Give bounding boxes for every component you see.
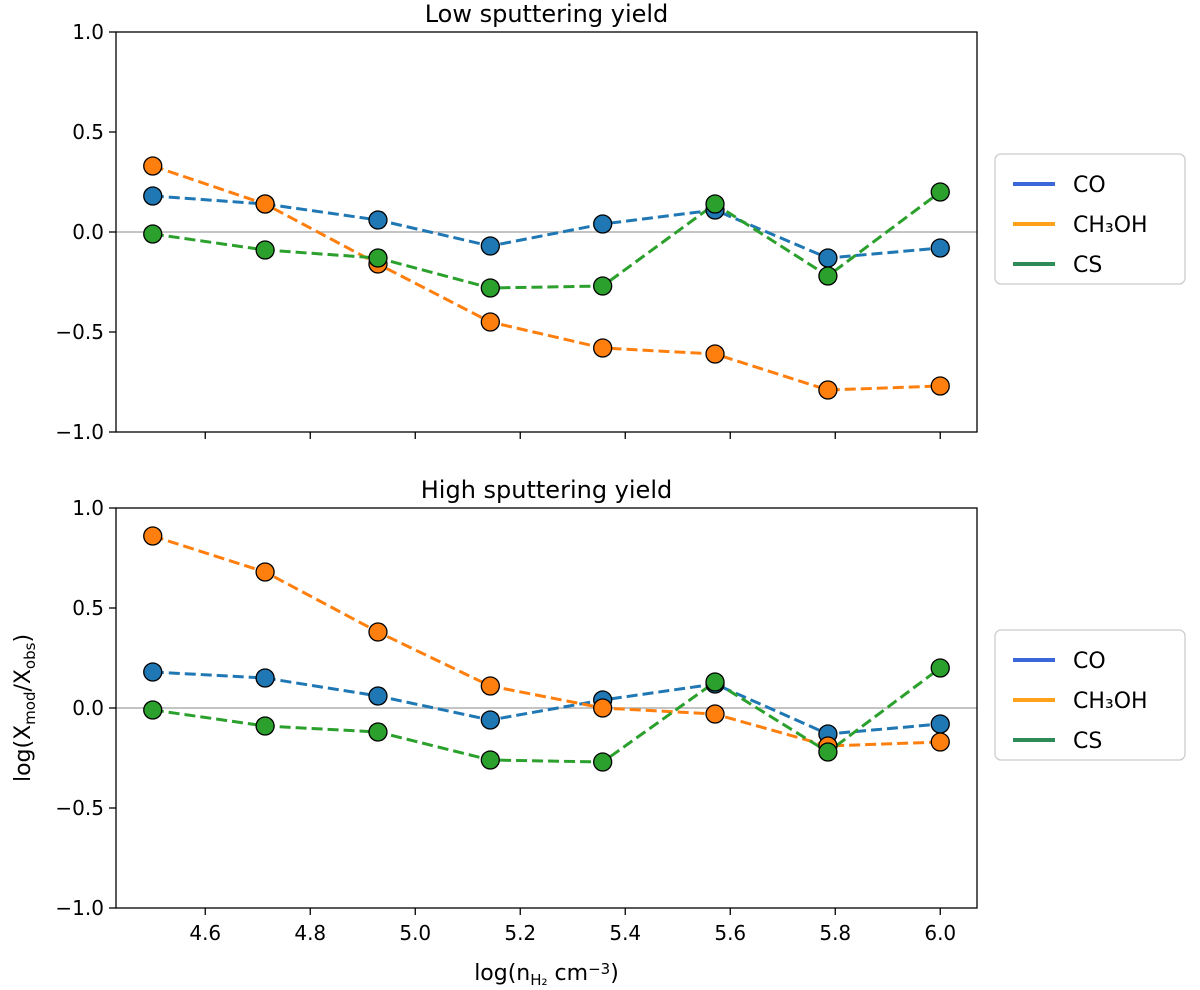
y-axis-label-part: obs <box>21 642 39 669</box>
y-tick-label: 0.0 <box>72 696 104 720</box>
y-axis-label: log(Xmod/Xobs) <box>11 634 39 782</box>
x-axis-label-part: cm <box>548 961 589 986</box>
data-point <box>930 732 950 752</box>
data-point <box>368 686 388 706</box>
x-axis-label-part: log(n <box>474 961 530 986</box>
data-point <box>705 704 725 724</box>
legend-label: CO <box>1073 173 1106 198</box>
x-tick-label: 4.6 <box>189 921 221 945</box>
x-tick-label: 5.8 <box>819 921 851 945</box>
y-axis-label-part: mod <box>21 692 39 725</box>
y-tick-label: −0.5 <box>55 320 104 344</box>
y-tick-label: 1.0 <box>72 20 104 44</box>
data-point <box>930 714 950 734</box>
data-point <box>593 214 613 234</box>
legend-label: CH₃OH <box>1073 213 1148 238</box>
legend-frame <box>994 629 1186 761</box>
data-point <box>143 526 163 546</box>
data-point <box>143 186 163 206</box>
data-point <box>368 622 388 642</box>
x-tick-label: 5.6 <box>714 921 746 945</box>
x-axis-label: log(nH₂ cm−3) <box>474 960 619 989</box>
data-point <box>480 278 500 298</box>
y-tick-label: 0.5 <box>72 120 104 144</box>
legend-label: CS <box>1073 729 1102 754</box>
chart-title: Low sputtering yield <box>425 0 669 28</box>
y-tick-label: 1.0 <box>72 496 104 520</box>
data-point <box>143 662 163 682</box>
data-point <box>593 338 613 358</box>
x-axis-label-part: H₂ <box>530 971 547 989</box>
data-point <box>480 676 500 696</box>
data-point <box>368 210 388 230</box>
data-point <box>255 716 275 736</box>
data-point <box>705 194 725 214</box>
data-point <box>930 658 950 678</box>
data-point <box>705 672 725 692</box>
y-tick-label: 0.5 <box>72 596 104 620</box>
data-point <box>255 562 275 582</box>
data-point <box>143 700 163 720</box>
data-point <box>930 238 950 258</box>
panel-low-sputtering: Low sputtering yield−1.0−0.50.00.51.0COC… <box>55 0 1186 444</box>
y-tick-label: −1.0 <box>55 420 104 444</box>
data-point <box>593 698 613 718</box>
data-point <box>818 742 838 762</box>
data-point <box>368 248 388 268</box>
y-tick-label: 0.0 <box>72 220 104 244</box>
data-point <box>480 710 500 730</box>
legend-label: CO <box>1073 649 1106 674</box>
legend-frame <box>994 153 1186 285</box>
legend: CO CH₃OH CS <box>994 629 1186 761</box>
x-tick-label: 5.0 <box>399 921 431 945</box>
series-line-0 <box>152 194 941 260</box>
series-line-0 <box>152 670 941 736</box>
x-tick-label: 6.0 <box>924 921 956 945</box>
data-point <box>255 668 275 688</box>
series-line-2 <box>152 666 942 764</box>
y-axis-label-part: /X <box>11 669 36 691</box>
x-tick-label: 5.2 <box>504 921 536 945</box>
data-point <box>368 722 388 742</box>
panel-high-sputtering: High sputtering yield −1.0 −0.5 0.0 0.5 1.0 4.… <box>11 476 1186 989</box>
data-point <box>593 752 613 772</box>
data-point <box>818 266 838 286</box>
y-axis-label-part: ) <box>11 634 36 643</box>
data-point <box>705 344 725 364</box>
data-point <box>255 240 275 260</box>
data-point <box>255 194 275 214</box>
series-line-1 <box>152 534 941 748</box>
legend-label: CS <box>1073 253 1102 278</box>
chart-title: High sputtering yield <box>421 476 672 504</box>
x-axis-label-part: ) <box>610 961 619 986</box>
series-line-2 <box>152 190 942 290</box>
data-point <box>480 750 500 770</box>
x-axis-label-part: −3 <box>588 960 610 978</box>
data-point <box>930 376 950 396</box>
data-point <box>818 380 838 400</box>
x-tick-label: 4.8 <box>294 921 326 945</box>
data-point <box>143 156 163 176</box>
data-point <box>480 236 500 256</box>
y-tick-label: −1.0 <box>55 896 104 920</box>
y-axis-label-part: log(X <box>11 725 36 782</box>
y-tick-label: −0.5 <box>55 796 104 820</box>
data-point <box>143 224 163 244</box>
legend: CO CH₃OH CS <box>994 153 1186 285</box>
data-point <box>593 276 613 296</box>
legend-label: CH₃OH <box>1073 689 1148 714</box>
data-point <box>480 312 500 332</box>
x-tick-label: 5.4 <box>609 921 641 945</box>
data-point <box>930 182 950 202</box>
data-point <box>818 248 838 268</box>
